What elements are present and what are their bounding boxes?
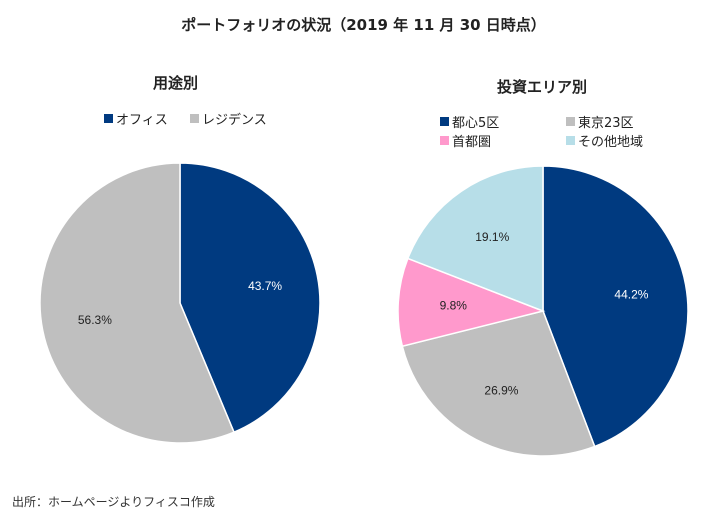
legend-swatch [440,136,449,145]
slice-label: 9.8% [440,298,468,312]
chart-title: ポートフォリオの状況（2019 年 11 月 30 日時点） [181,16,546,34]
legend-item: 都心5区 [440,112,499,131]
slice-label: 43.7% [248,279,282,293]
slice-label: 19.1% [475,230,509,244]
slice-label: 26.9% [484,384,518,398]
pie-slice [406,165,544,313]
slice-label: 56.3% [78,313,112,327]
legend-swatch [566,136,575,145]
pie-slice [542,165,689,448]
pie-slice [401,310,596,457]
legend-item: 首都圏 [440,131,491,150]
legend-label: オフィス [116,113,168,128]
left-pie-title: 用途別 [153,74,199,92]
legend-label: その他地域 [578,135,644,150]
slice-label: 44.2% [614,288,648,302]
legend-swatch [190,114,199,123]
pie-slice [397,257,546,348]
legend-swatch [440,117,449,126]
pie-slice [39,162,235,444]
legend-label: レジデンス [202,113,267,128]
legend-label: 都心5区 [452,116,500,131]
legend-label: 首都圏 [452,135,492,150]
legend-item: その他地域 [566,131,643,150]
right-pie-title: 投資エリア別 [497,78,588,96]
legend-item: レジデンス [190,109,267,128]
legend-item: 東京23区 [566,112,634,131]
source-note: 出所：ホームページよりフィスコ作成 [12,495,215,509]
legend-swatch [104,114,113,123]
pie-slice [179,162,321,434]
legend-label: 東京23区 [578,116,634,131]
legend-swatch [566,117,575,126]
legend-item: オフィス [104,109,168,128]
